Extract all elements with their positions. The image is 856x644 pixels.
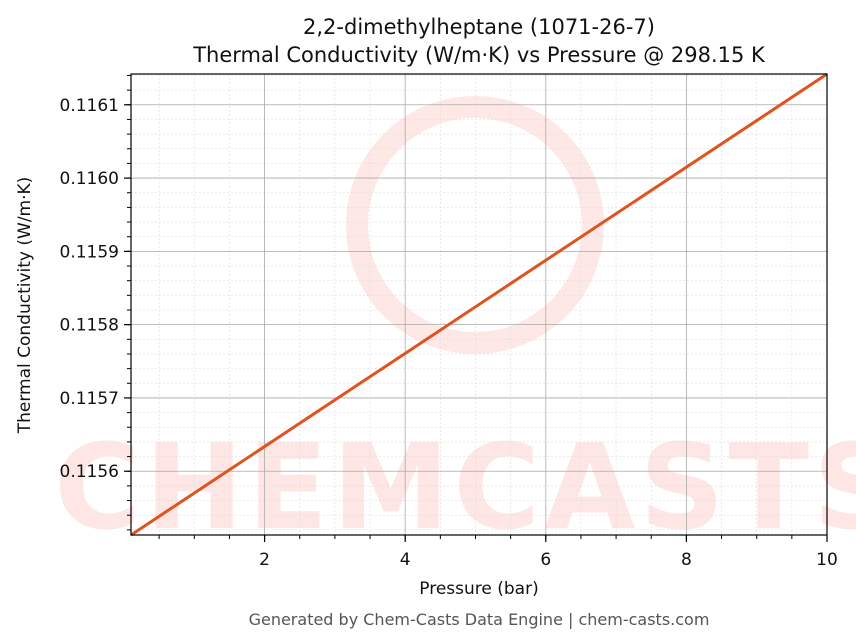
chart-title: 2,2-dimethylheptane (1071-26-7)	[303, 15, 655, 39]
y-axis-label: Thermal Conductivity (W/m·K)	[15, 177, 35, 435]
x-tick-label: 6	[540, 550, 551, 570]
x-tick-label: 2	[259, 550, 270, 570]
series-line	[130, 72, 828, 537]
plot-frame	[130, 73, 828, 536]
chart-subtitle: Thermal Conductivity (W/m·K) vs Pressure…	[192, 43, 766, 67]
y-tick-label: 0.1157	[60, 389, 119, 409]
watermark: CHEMCASTS	[54, 96, 856, 556]
svg-text:CHEMCASTS: CHEMCASTS	[54, 418, 856, 556]
y-tick-label: 0.1160	[60, 169, 119, 189]
x-tick-label: 8	[681, 550, 692, 570]
y-tick-label: 0.1161	[60, 96, 119, 116]
x-tick-label: 10	[816, 550, 838, 570]
y-tick-label: 0.1158	[60, 316, 119, 336]
footer: Generated by Chem-Casts Data Engine | ch…	[249, 610, 710, 629]
y-tick-label: 0.1156	[60, 462, 119, 482]
x-tick-label: 4	[400, 550, 411, 570]
x-axis-label: Pressure (bar)	[419, 579, 538, 599]
y-tick-label: 0.1159	[60, 242, 119, 262]
